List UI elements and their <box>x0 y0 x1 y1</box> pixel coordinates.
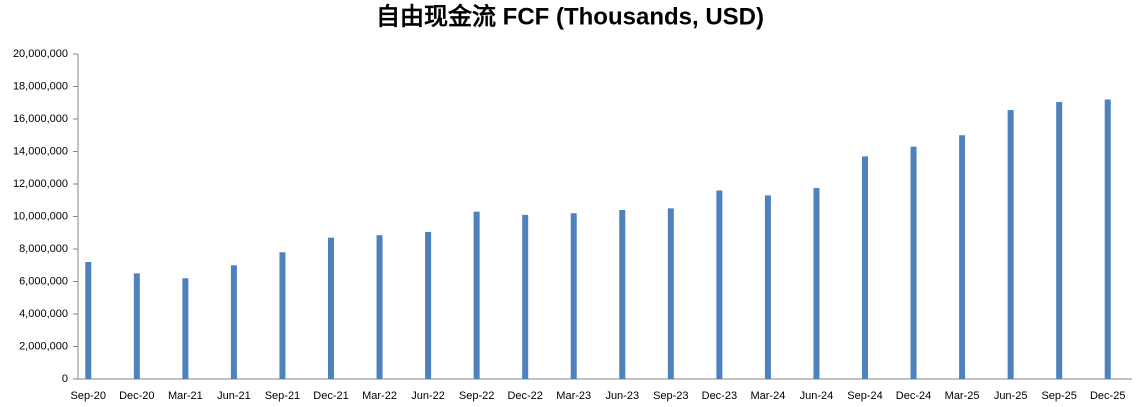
bar <box>279 252 286 379</box>
y-tick-label: 18,000,000 <box>13 80 68 92</box>
bar <box>910 146 917 379</box>
chart-title: 自由现金流 FCF (Thousands, USD) <box>376 2 764 30</box>
x-tick-label: Mar-23 <box>556 390 591 402</box>
bar <box>1007 110 1014 379</box>
y-tick-label: 14,000,000 <box>13 145 68 157</box>
x-tick-label: Dec-24 <box>896 390 931 402</box>
y-tick-label: 4,000,000 <box>19 308 68 320</box>
y-tick-label: 2,000,000 <box>19 340 68 352</box>
bar <box>473 211 480 379</box>
bar <box>425 231 432 379</box>
bar <box>182 278 189 379</box>
y-tick-label: 20,000,000 <box>13 48 68 60</box>
y-tick-label: 6,000,000 <box>19 275 68 287</box>
x-tick-label: Dec-20 <box>119 390 154 402</box>
bar <box>1056 101 1063 379</box>
bar <box>667 208 674 379</box>
bar <box>328 237 334 379</box>
y-tick-label: 16,000,000 <box>13 113 68 125</box>
bar <box>133 273 140 379</box>
x-tick-label: Sep-22 <box>459 390 494 402</box>
x-tick-label: Jun-21 <box>217 390 251 402</box>
bar <box>862 156 868 379</box>
bar <box>619 210 626 379</box>
x-tick-label: Jun-25 <box>994 390 1028 402</box>
x-tick-label: Mar-21 <box>168 390 203 402</box>
y-tick-label: 0 <box>62 373 68 385</box>
x-tick-label: Mar-22 <box>362 390 397 402</box>
x-tick-label: Dec-21 <box>313 390 348 402</box>
bar <box>959 135 966 379</box>
x-tick-label: Sep-23 <box>653 390 688 402</box>
x-tick-label: Sep-25 <box>1041 390 1076 402</box>
bar <box>570 213 577 379</box>
x-tick-label: Mar-25 <box>945 390 980 402</box>
bar <box>716 190 723 379</box>
x-tick-label: Mar-24 <box>750 390 785 402</box>
bar <box>522 214 529 379</box>
bar <box>1104 99 1111 379</box>
y-tick-label: 12,000,000 <box>13 178 68 190</box>
x-tick-label: Sep-20 <box>71 390 106 402</box>
bar <box>764 195 771 379</box>
y-tick-label: 8,000,000 <box>19 243 68 255</box>
x-tick-label: Jun-23 <box>605 390 639 402</box>
x-tick-label: Dec-22 <box>507 390 542 402</box>
x-tick-label: Sep-21 <box>265 390 300 402</box>
x-tick-label: Dec-25 <box>1090 390 1125 402</box>
x-tick-label: Dec-23 <box>702 390 737 402</box>
bar <box>85 262 92 379</box>
bar <box>813 188 820 379</box>
x-tick-label: Sep-24 <box>847 390 882 402</box>
x-tick-label: Jun-22 <box>411 390 445 402</box>
bar <box>376 235 383 379</box>
x-tick-label: Jun-24 <box>800 390 834 402</box>
y-tick-label: 10,000,000 <box>13 210 68 222</box>
bar <box>230 265 237 379</box>
